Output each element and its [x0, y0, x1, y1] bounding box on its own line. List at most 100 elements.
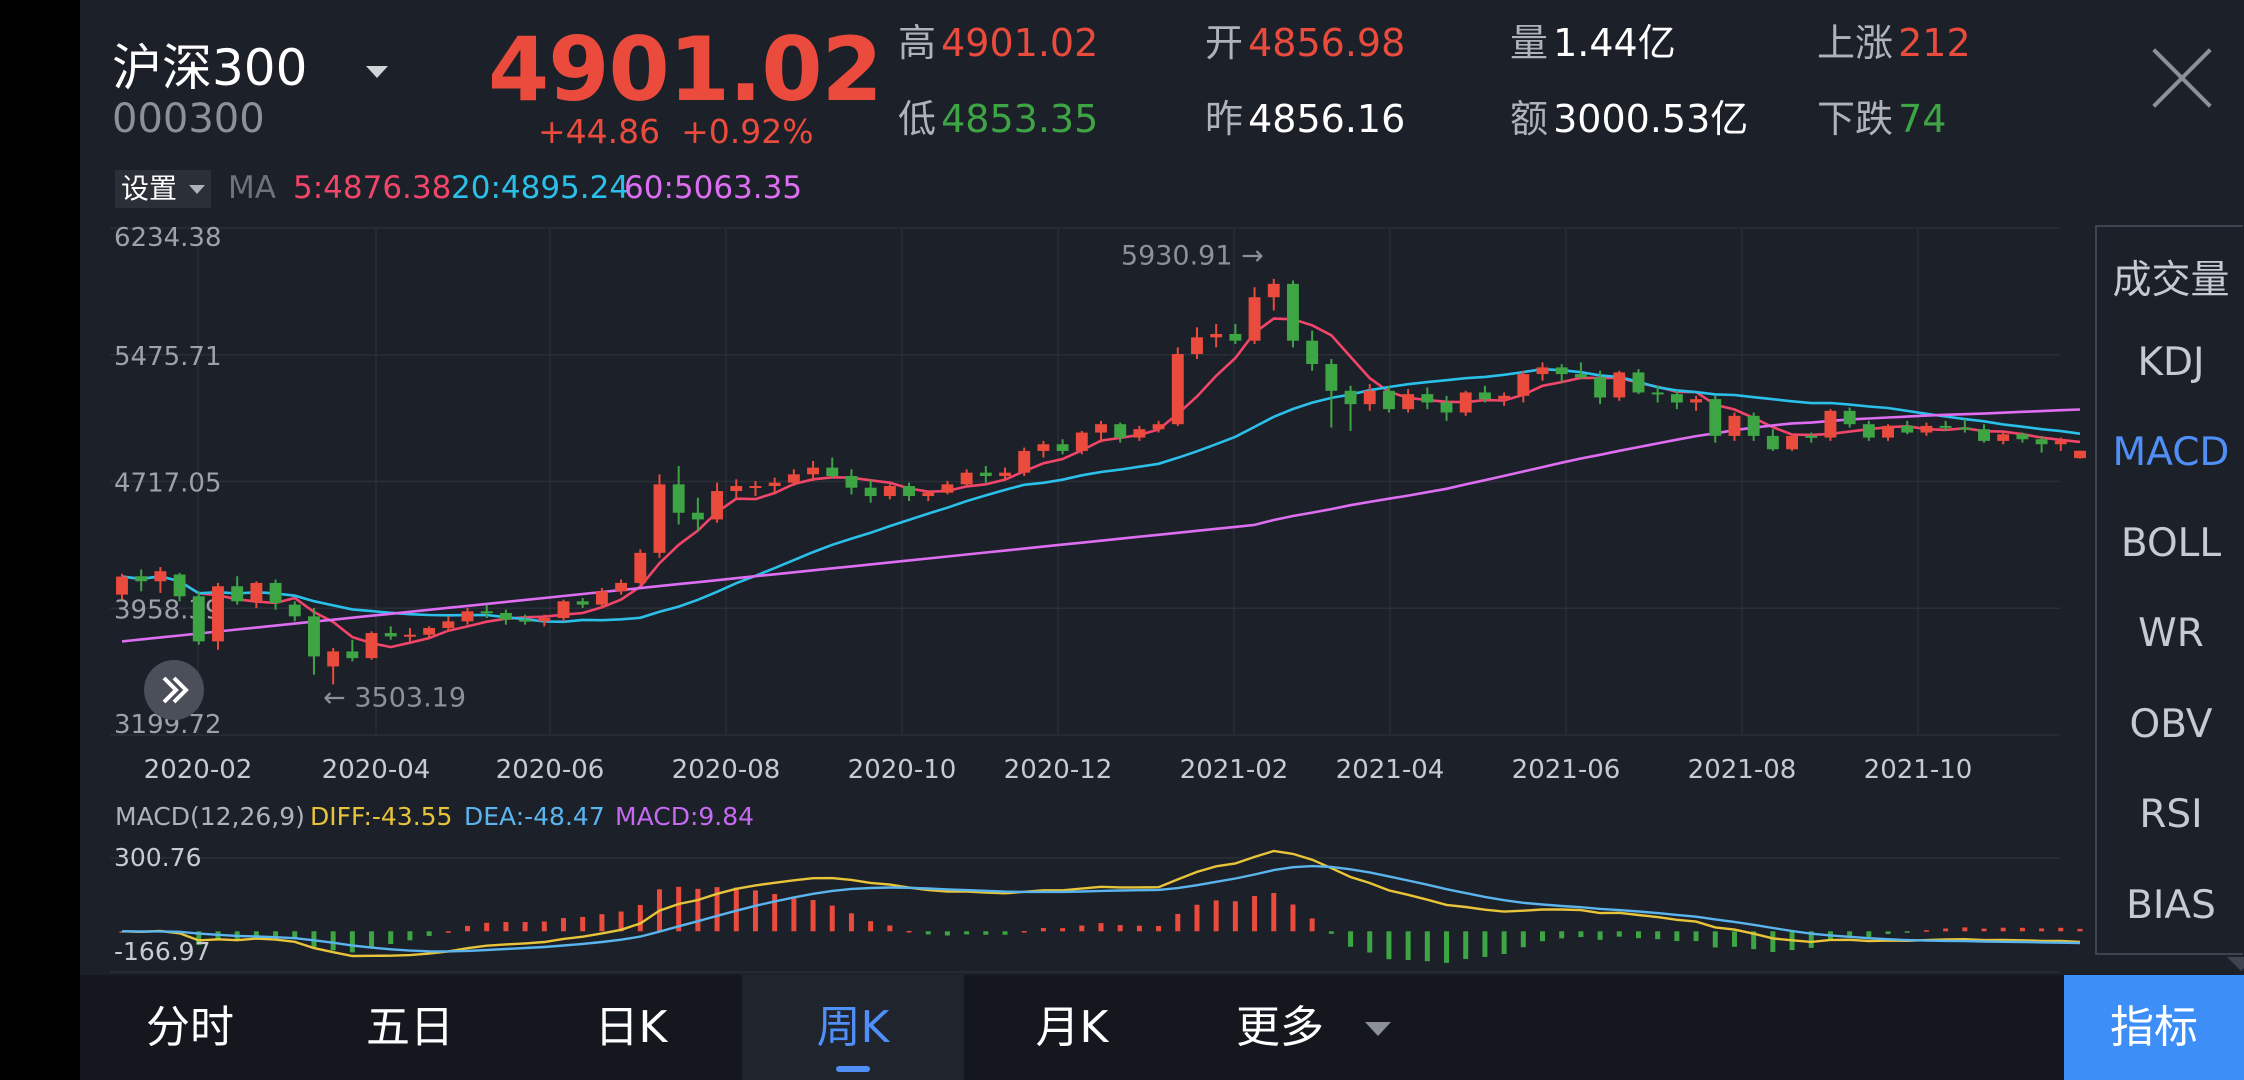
- macd-bar: [1040, 928, 1046, 932]
- indicator-item[interactable]: BOLL: [2120, 520, 2222, 566]
- candle-body: [212, 586, 224, 642]
- macd-bar: [810, 900, 816, 932]
- candle-body: [461, 611, 474, 622]
- macd-bar: [580, 916, 586, 932]
- macd-bar: [1923, 930, 1929, 932]
- candle-body: [615, 582, 628, 592]
- macd-bar: [1175, 913, 1181, 932]
- macd-bar: [944, 931, 950, 936]
- candle-body: [1997, 434, 2010, 441]
- candle-body: [1843, 410, 1856, 425]
- quote-key: 开: [1205, 21, 1244, 65]
- candle-body: [845, 475, 858, 488]
- collapse-button[interactable]: [144, 660, 204, 720]
- tab-label: 更多: [1236, 1002, 1324, 1053]
- candle-body: [135, 576, 148, 582]
- quote-value: 3000.53亿: [1553, 97, 1749, 141]
- candle-body: [327, 651, 340, 667]
- candlesticks: [116, 278, 2086, 685]
- candle-body: [711, 491, 724, 520]
- chevron-down-icon: [189, 185, 205, 194]
- candle-body: [2035, 439, 2048, 445]
- macd-bar: [1482, 931, 1488, 957]
- tab-item[interactable]: 五日: [300, 975, 520, 1080]
- macd-bar: [1021, 931, 1027, 933]
- candle-body: [864, 487, 877, 497]
- macd-bar: [714, 887, 720, 932]
- candle-body: [1805, 435, 1818, 438]
- quote-open: 开 4856.98: [1205, 12, 1405, 67]
- quote-high: 高 4901.02: [898, 12, 1098, 67]
- candle-body: [1133, 429, 1146, 438]
- macd-bar: [829, 905, 835, 932]
- macd-bar: [369, 931, 375, 948]
- ma60-value: 60:5063.35: [624, 170, 803, 206]
- macd-bar: [1232, 901, 1238, 932]
- candle-body: [1978, 429, 1990, 441]
- tab-item[interactable]: 分时: [80, 975, 300, 1080]
- candle-body: [1555, 367, 1568, 375]
- indicator-item[interactable]: RSI: [2139, 792, 2203, 837]
- macd-y-axis-labels: 300.76 -166.97: [114, 843, 211, 966]
- macd-grid: [110, 857, 2060, 973]
- macd-bar: [1386, 931, 1392, 960]
- indicator-item[interactable]: OBV: [2129, 701, 2213, 747]
- indicator-item[interactable]: 成交量: [2112, 258, 2230, 303]
- macd-bar: [1136, 925, 1142, 932]
- macd-bar: [1655, 931, 1661, 940]
- candle-body: [1440, 402, 1453, 413]
- candle-body: [979, 472, 992, 476]
- candle-body: [903, 486, 915, 497]
- macd-bar: [1213, 900, 1219, 932]
- candle-body: [269, 582, 282, 603]
- candle-body: [1862, 424, 1875, 438]
- indicator-item[interactable]: KDJ: [2137, 339, 2205, 385]
- chevron-down-icon[interactable]: [366, 66, 388, 78]
- index-name[interactable]: 沪深300: [112, 39, 308, 97]
- candle-body: [1882, 425, 1894, 438]
- macd-bar: [772, 894, 778, 932]
- candle-body: [1306, 340, 1319, 365]
- double-chevron-right-icon: [162, 676, 189, 704]
- candle-body: [653, 484, 666, 553]
- candle-body: [768, 482, 781, 487]
- macd-bar: [541, 921, 547, 932]
- indicator-item[interactable]: WR: [2138, 611, 2204, 656]
- candle-body: [538, 618, 551, 622]
- candle-body: [1363, 390, 1376, 405]
- quote-value: 4856.98: [1248, 21, 1406, 65]
- quote-value: 1.44亿: [1553, 21, 1676, 65]
- candle-body: [1939, 425, 1952, 428]
- candle-body: [403, 634, 416, 637]
- settings-dropdown[interactable]: 设置: [115, 170, 211, 208]
- macd-bar: [925, 931, 931, 935]
- macd-bar: [1616, 931, 1622, 937]
- tab-label: 日K: [594, 1002, 668, 1053]
- indicator-button[interactable]: 指标: [2064, 975, 2244, 1080]
- tab-item[interactable]: 月K: [964, 975, 1180, 1080]
- y-tick-label: 4717.05: [114, 469, 222, 499]
- macd-bar: [1328, 931, 1334, 934]
- macd-bar: [196, 931, 202, 945]
- quote-value: 4901.02: [941, 21, 1099, 65]
- indicator-item[interactable]: MACD: [2112, 430, 2230, 475]
- candle-body: [1920, 425, 1933, 433]
- tab-item[interactable]: 更多: [1180, 975, 1391, 1080]
- macd-bar: [253, 931, 259, 936]
- candle-body: [1594, 377, 1607, 398]
- candle-body: [941, 484, 954, 493]
- indicator-item[interactable]: BIAS: [2126, 882, 2216, 928]
- macd-bar: [1367, 931, 1373, 953]
- macd-bar: [1578, 931, 1584, 938]
- macd-bar: [273, 931, 279, 937]
- candle-body: [1018, 450, 1031, 473]
- tab-item[interactable]: 周K: [742, 975, 964, 1080]
- quote-key: 下跌: [1817, 97, 1894, 141]
- x-tick-label: 2020-10: [848, 755, 957, 785]
- tab-item[interactable]: 日K: [520, 975, 742, 1080]
- macd-bar: [388, 931, 394, 944]
- x-tick-label: 2021-08: [1688, 755, 1797, 785]
- candle-body: [595, 591, 608, 605]
- quote-value: 4853.35: [941, 97, 1099, 141]
